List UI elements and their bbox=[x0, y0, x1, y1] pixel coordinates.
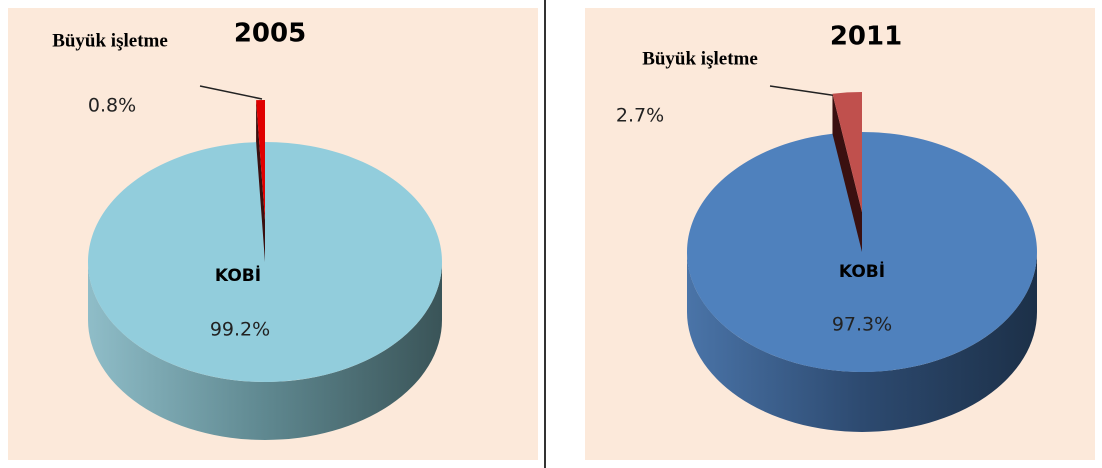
value-label: 97.3% bbox=[832, 314, 892, 336]
slice-label: Büyük işletme bbox=[52, 30, 168, 51]
pie-slice bbox=[687, 132, 1037, 373]
leader-line bbox=[199, 85, 263, 100]
slice-label: KOBİ bbox=[839, 260, 885, 282]
slice-label: Büyük işletme bbox=[642, 48, 758, 69]
chart-title: 2005 bbox=[234, 19, 306, 49]
pie-slice bbox=[832, 92, 862, 212]
slice-label: KOBİ bbox=[215, 264, 261, 286]
value-label: 2.7% bbox=[616, 105, 664, 127]
pie-slice bbox=[256, 100, 265, 220]
pie-side bbox=[88, 262, 442, 440]
pie-side bbox=[687, 252, 1037, 432]
leader-line bbox=[769, 85, 839, 97]
value-label: 99.2% bbox=[210, 319, 270, 341]
value-label: 0.8% bbox=[88, 95, 136, 117]
pie-slice bbox=[87, 142, 442, 382]
chart-title: 2011 bbox=[830, 22, 902, 52]
